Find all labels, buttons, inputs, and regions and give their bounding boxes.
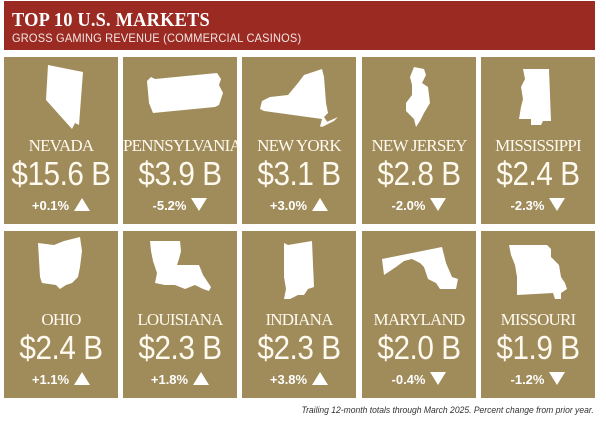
triangle-up-icon xyxy=(312,372,329,385)
triangle-down-icon xyxy=(430,372,447,385)
market-tile-missouri: MISSOURI $1.9 B -1.2% xyxy=(481,231,595,398)
triangle-down-icon xyxy=(191,198,208,211)
page-subtitle: GROSS GAMING REVENUE (COMMERCIAL CASINOS… xyxy=(12,31,302,45)
revenue-value: $2.4 B xyxy=(19,329,103,366)
percent-change: +3.0% xyxy=(242,198,356,214)
market-tile-new-jersey: NEW JERSEY $2.8 B -2.0% xyxy=(362,57,476,224)
indiana-shape-icon xyxy=(284,241,314,299)
triangle-down-icon xyxy=(430,198,447,211)
state-name: OHIO xyxy=(41,310,81,329)
missouri-shape-icon xyxy=(509,245,567,299)
percent-change: +1.8% xyxy=(123,372,237,388)
state-name: MISSOURI xyxy=(500,310,577,329)
revenue-value: $15.6 B xyxy=(11,155,111,192)
percent-change: -2.0% xyxy=(362,198,476,214)
triangle-up-icon xyxy=(193,372,210,385)
percent-change: +0.1% xyxy=(4,198,118,214)
revenue-value: $2.3 B xyxy=(138,329,222,366)
page-title: TOP 10 U.S. MARKETS xyxy=(12,9,210,31)
maryland-shape-icon xyxy=(382,247,458,289)
percent-change: -2.3% xyxy=(481,198,595,214)
revenue-value: $3.9 B xyxy=(138,155,222,192)
triangle-down-icon xyxy=(549,198,566,211)
state-name: MARYLAND xyxy=(373,310,466,329)
revenue-value: $2.4 B xyxy=(496,155,580,192)
percent-change: -5.2% xyxy=(123,198,237,214)
state-name: INDIANA xyxy=(265,310,333,329)
revenue-value: $3.1 B xyxy=(257,155,341,192)
nevada-shape-icon xyxy=(46,65,83,129)
pennsylvania-shape-icon xyxy=(147,73,223,113)
triangle-up-icon xyxy=(74,198,91,211)
percent-change: -0.4% xyxy=(362,372,476,388)
market-tile-louisiana: LOUISIANA $2.3 B +1.8% xyxy=(123,231,237,398)
market-tile-maryland: MARYLAND $2.0 B -0.4% xyxy=(362,231,476,398)
revenue-value: $2.8 B xyxy=(377,155,461,192)
revenue-value: $2.3 B xyxy=(257,329,341,366)
state-name: NEW YORK xyxy=(257,136,342,155)
new-york-shape-icon xyxy=(260,69,338,127)
state-name: NEW JERSEY xyxy=(371,136,467,155)
state-name: PENNSYLVANIA xyxy=(123,136,242,155)
mississippi-shape-icon xyxy=(519,69,551,125)
louisiana-shape-icon xyxy=(150,241,211,291)
new-jersey-shape-icon xyxy=(406,67,430,127)
market-tile-mississippi: MISSISSIPPI $2.4 B -2.3% xyxy=(481,57,595,224)
triangle-up-icon xyxy=(312,198,329,211)
revenue-value: $1.9 B xyxy=(496,329,580,366)
market-tile-ohio: OHIO $2.4 B +1.1% xyxy=(4,231,118,398)
percent-change: -1.2% xyxy=(481,372,595,388)
percent-change: +3.8% xyxy=(242,372,356,388)
footnote: Trailing 12-month totals through March 2… xyxy=(301,405,594,416)
market-tile-new-york: NEW YORK $3.1 B +3.0% xyxy=(242,57,356,224)
triangle-down-icon xyxy=(549,372,566,385)
market-tile-indiana: INDIANA $2.3 B +3.8% xyxy=(242,231,356,398)
revenue-value: $2.0 B xyxy=(377,329,461,366)
state-name: LOUISIANA xyxy=(137,310,223,329)
triangle-up-icon xyxy=(74,372,91,385)
state-name: MISSISSIPPI xyxy=(495,136,582,155)
market-tile-pennsylvania: PENNSYLVANIA $3.9 B -5.2% xyxy=(123,57,242,224)
percent-change: +1.1% xyxy=(4,372,118,388)
state-name: NEVADA xyxy=(28,136,95,155)
ohio-shape-icon xyxy=(38,237,82,289)
market-tile-nevada: NEVADA $15.6 B +0.1% xyxy=(4,57,118,224)
header-banner: TOP 10 U.S. MARKETS GROSS GAMING REVENUE… xyxy=(4,1,595,50)
